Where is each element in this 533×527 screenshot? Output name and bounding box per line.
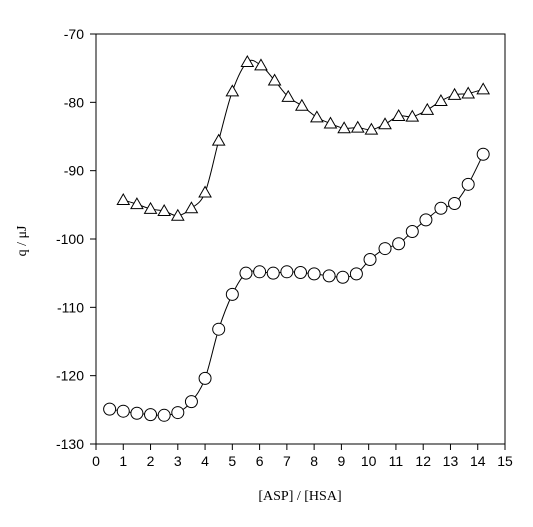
x-tick-label: 11 <box>389 453 404 469</box>
x-tick-label: 1 <box>119 453 127 469</box>
y-axis-title: q / μJ <box>15 225 30 256</box>
x-tick-label: 3 <box>174 453 182 469</box>
y-tick-label: -90 <box>64 163 84 179</box>
data-point-circle <box>434 201 448 215</box>
data-point-triangle <box>295 98 309 111</box>
data-point-circle <box>103 402 117 416</box>
data-point-circle <box>280 265 294 279</box>
data-point-circle <box>476 147 490 161</box>
data-point-triangle <box>254 58 268 71</box>
data-point-circle <box>363 253 377 266</box>
data-point-circle <box>322 269 336 283</box>
data-point-triangle <box>211 133 226 146</box>
data-point-triangle <box>240 55 255 68</box>
data-point-circle <box>171 406 185 420</box>
x-axis-title: [ASP] / [HSA] <box>258 489 341 504</box>
data-point-circle <box>294 265 307 279</box>
y-tick-label: -130 <box>56 436 84 452</box>
data-point-triangle <box>337 121 351 134</box>
data-point-circle <box>116 404 130 418</box>
y-tick-label: -100 <box>56 231 84 247</box>
data-point-circle <box>184 395 198 409</box>
data-point-triangle <box>157 203 172 216</box>
data-point-circle <box>239 266 253 280</box>
data-point-triangle <box>378 117 392 130</box>
data-point-triangle <box>391 108 406 121</box>
data-point-triangle <box>461 86 476 99</box>
x-tick-label: 9 <box>338 453 346 469</box>
data-point-circle <box>253 265 267 279</box>
axes: 0 1 2 3 4 5 6 7 8 9 10 11 12 13 14 15-70-80-90-100-110-… <box>56 26 513 469</box>
data-point-circle <box>225 287 239 301</box>
data-point-triangle <box>447 87 462 100</box>
x-tick-label: 4 <box>201 453 209 469</box>
data-point-triangle <box>267 73 282 86</box>
data-point-circle <box>157 408 171 422</box>
series-line <box>109 154 484 416</box>
data-point-circle <box>405 224 419 238</box>
y-tick-label: -80 <box>64 94 84 110</box>
y-tick-label: -70 <box>64 26 84 42</box>
data-point-triangle <box>364 122 379 135</box>
x-tick-label: 8 <box>310 453 318 469</box>
data-point-circle <box>461 177 475 191</box>
data-point-triangle <box>116 193 131 206</box>
data-point-circle <box>336 270 350 284</box>
data-point-triangle <box>420 102 435 115</box>
data-point-triangle <box>143 201 158 214</box>
data-point-triangle <box>309 110 324 123</box>
data-point-circle <box>307 267 321 281</box>
data-point-circle <box>130 406 144 420</box>
data-point-triangle <box>184 201 199 214</box>
data-point-circle <box>448 196 462 210</box>
data-point-triangle <box>434 93 448 106</box>
data-point-triangle <box>323 116 338 129</box>
data-point-triangle <box>170 208 185 221</box>
data-point-circle <box>144 408 158 422</box>
series-circle <box>103 147 490 422</box>
x-tick-label: 7 <box>283 453 291 469</box>
data-point-triangle <box>476 82 491 95</box>
series-triangle <box>116 55 491 221</box>
data-point-circle <box>419 213 433 227</box>
x-tick-label: 2 <box>147 453 155 469</box>
data-point-triangle <box>225 84 240 97</box>
x-tick-label: 13 <box>443 453 459 469</box>
data-point-triangle <box>130 197 144 210</box>
data-point-circle <box>392 237 406 251</box>
plot-frame <box>95 33 506 445</box>
data-point-circle <box>349 267 363 281</box>
data-point-triangle <box>405 109 420 122</box>
data-point-circle <box>198 371 212 385</box>
y-tick-label: -110 <box>57 299 84 315</box>
data-point-triangle <box>350 120 365 133</box>
plot-series <box>103 55 491 422</box>
x-tick-label: 6 <box>256 453 264 469</box>
data-point-circle <box>266 266 280 280</box>
data-point-circle <box>212 322 226 336</box>
x-tick-label: 14 <box>470 453 486 469</box>
data-point-circle <box>378 242 392 256</box>
x-tick-label: 15 <box>497 453 513 469</box>
x-tick-label: 5 <box>228 453 236 469</box>
x-tick-label: 10 <box>361 453 377 469</box>
series-line <box>123 59 484 217</box>
data-point-triangle <box>281 89 296 102</box>
data-point-triangle <box>198 185 212 198</box>
y-tick-label: -120 <box>56 368 84 384</box>
x-tick-label: 0 <box>92 453 100 469</box>
x-tick-label: 12 <box>415 453 431 469</box>
